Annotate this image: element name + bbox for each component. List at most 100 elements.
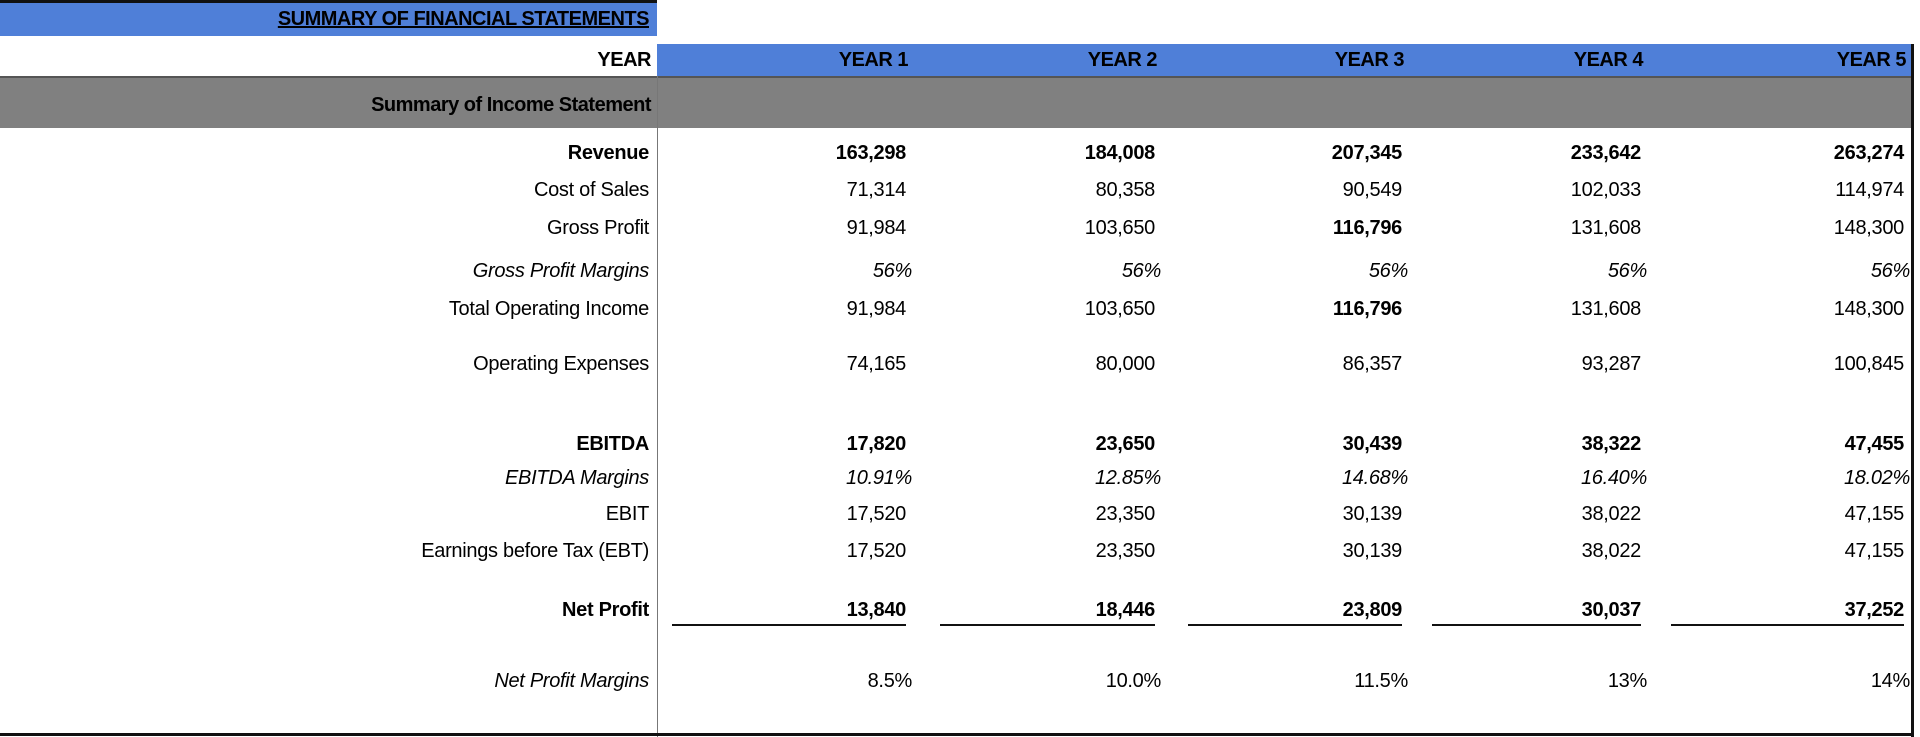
- cell-value: 17,820: [846, 433, 907, 455]
- cell-value: 38,022: [1581, 540, 1642, 562]
- table-row: Operating Expenses 74,165 80,000 86,357 93,2…: [0, 353, 1914, 383]
- cell-value: 80,000: [1095, 353, 1156, 375]
- cell-value: 148,300: [1833, 298, 1905, 320]
- title-bar: SUMMARY OF FINANCIAL STATEMENTS: [0, 0, 657, 36]
- cell-value: 47,155: [1844, 503, 1905, 525]
- cell-value: 56%: [1607, 260, 1647, 282]
- table-row: Net Profit Margins 8.5% 10.0% 11.5% 13% 14%: [0, 670, 1914, 700]
- table-row: Total Operating Income 91,984 103,650 116,7…: [0, 298, 1914, 328]
- cell-value: 23,809: [1342, 599, 1403, 621]
- cell-value: 100,845: [1833, 353, 1905, 375]
- cell-value: 30,037: [1581, 599, 1642, 621]
- cell-value: 38,322: [1581, 433, 1642, 455]
- net-profit-underline: [1188, 624, 1402, 626]
- cell-value: 131,608: [1570, 298, 1642, 320]
- cell-value: 17,520: [846, 540, 907, 562]
- cell-value: 116,796: [1332, 298, 1402, 320]
- row-label: Total Operating Income: [448, 298, 649, 320]
- cell-value: 90,549: [1342, 179, 1403, 201]
- cell-value: 37,252: [1844, 599, 1905, 621]
- cell-value: 74,165: [846, 353, 907, 375]
- sheet-title: SUMMARY OF FINANCIAL STATEMENTS: [277, 8, 650, 30]
- net-profit-underline: [1671, 624, 1904, 626]
- cell-value: 14.68%: [1341, 467, 1408, 489]
- year-header-band: [657, 44, 1914, 76]
- cell-value: 8.5%: [867, 670, 913, 692]
- cell-value: 38,022: [1581, 503, 1642, 525]
- table-row: Cost of Sales 71,314 80,358 90,549 102,033 11…: [0, 179, 1914, 209]
- cell-value: 18.02%: [1843, 467, 1910, 489]
- row-label: Gross Profit: [547, 217, 649, 239]
- cell-value: 56%: [1368, 260, 1408, 282]
- cell-value: 131,608: [1570, 217, 1642, 239]
- cell-value: 103,650: [1084, 298, 1156, 320]
- row-label: Earnings before Tax (EBT): [421, 540, 649, 562]
- cell-value: 56%: [1121, 260, 1161, 282]
- section-band: Summary of Income Statement: [0, 76, 1914, 128]
- cell-value: 23,350: [1095, 540, 1156, 562]
- year-header-1: YEAR 1: [838, 49, 909, 71]
- cell-value: 80,358: [1095, 179, 1156, 201]
- cell-value: 13,840: [846, 599, 907, 621]
- cell-value: 13%: [1607, 670, 1647, 692]
- cell-value: 47,455: [1844, 433, 1905, 455]
- cell-value: 184,008: [1084, 142, 1156, 164]
- cell-value: 14%: [1870, 670, 1910, 692]
- cell-value: 71,314: [846, 179, 907, 201]
- cell-value: 18,446: [1095, 599, 1156, 621]
- row-label: EBITDA: [576, 433, 649, 455]
- row-label: Revenue: [567, 142, 650, 164]
- table-row: Gross Profit Margins 56% 56% 56% 56% 56%: [0, 260, 1914, 290]
- net-profit-underline: [940, 624, 1155, 626]
- cell-value: 93,287: [1581, 353, 1642, 375]
- row-label: Cost of Sales: [533, 179, 649, 201]
- bottom-border: [0, 733, 1914, 736]
- cell-value: 11.5%: [1354, 670, 1408, 692]
- cell-value: 91,984: [846, 298, 907, 320]
- cell-value: 86,357: [1342, 353, 1403, 375]
- cell-value: 114,974: [1835, 179, 1904, 201]
- cell-value: 233,642: [1570, 142, 1642, 164]
- cell-value: 47,155: [1844, 540, 1905, 562]
- row-label: EBITDA Margins: [505, 467, 649, 489]
- table-row: Gross Profit 91,984 103,650 116,796 131,608 1…: [0, 217, 1914, 247]
- year-header-2: YEAR 2: [1087, 49, 1158, 71]
- cell-value: 56%: [872, 260, 912, 282]
- column-divider: [657, 76, 658, 737]
- table-row: Revenue 163,298 184,008 207,345 233,642 263,2…: [0, 142, 1914, 172]
- year-header-row: YEAR YEAR 1 YEAR 2 YEAR 3 YEAR 4 YEAR 5: [0, 44, 1914, 76]
- row-label: Operating Expenses: [473, 353, 649, 375]
- table-row: EBITDA Margins 10.91% 12.85% 14.68% 16.40% 18…: [0, 467, 1914, 497]
- cell-value: 30,439: [1342, 433, 1403, 455]
- cell-value: 16.40%: [1580, 467, 1647, 489]
- cell-value: 30,139: [1342, 503, 1403, 525]
- table-row: Net Profit 13,840 18,446 23,809 30,037 37,252: [0, 599, 1914, 629]
- cell-value: 23,350: [1095, 503, 1156, 525]
- cell-value: 30,139: [1342, 540, 1403, 562]
- cell-value: 207,345: [1331, 142, 1403, 164]
- year-header-3: YEAR 3: [1334, 49, 1405, 71]
- cell-value: 23,650: [1095, 433, 1156, 455]
- cell-value: 56%: [1870, 260, 1910, 282]
- year-label: YEAR: [597, 49, 651, 71]
- row-label: Gross Profit Margins: [472, 260, 650, 282]
- net-profit-underline: [1432, 624, 1641, 626]
- cell-value: 103,650: [1084, 217, 1156, 239]
- cell-value: 102,033: [1570, 179, 1642, 201]
- table-row: EBIT 17,520 23,350 30,139 38,022 47,155: [0, 503, 1914, 533]
- year-label-cell: YEAR: [0, 44, 657, 76]
- cell-value: 163,298: [835, 142, 907, 164]
- right-border: [1911, 44, 1914, 737]
- cell-value: 148,300: [1833, 217, 1905, 239]
- year-header-4: YEAR 4: [1573, 49, 1644, 71]
- row-label: Net Profit Margins: [494, 670, 649, 692]
- net-profit-underline: [672, 624, 906, 626]
- cell-value: 10.91%: [845, 467, 912, 489]
- row-label: Net Profit: [561, 599, 649, 621]
- table-row: Earnings before Tax (EBT) 17,520 23,350 30,…: [0, 540, 1914, 570]
- cell-value: 263,274: [1833, 142, 1905, 164]
- cell-value: 17,520: [846, 503, 907, 525]
- cell-value: 116,796: [1332, 217, 1402, 239]
- cell-value: 91,984: [846, 217, 907, 239]
